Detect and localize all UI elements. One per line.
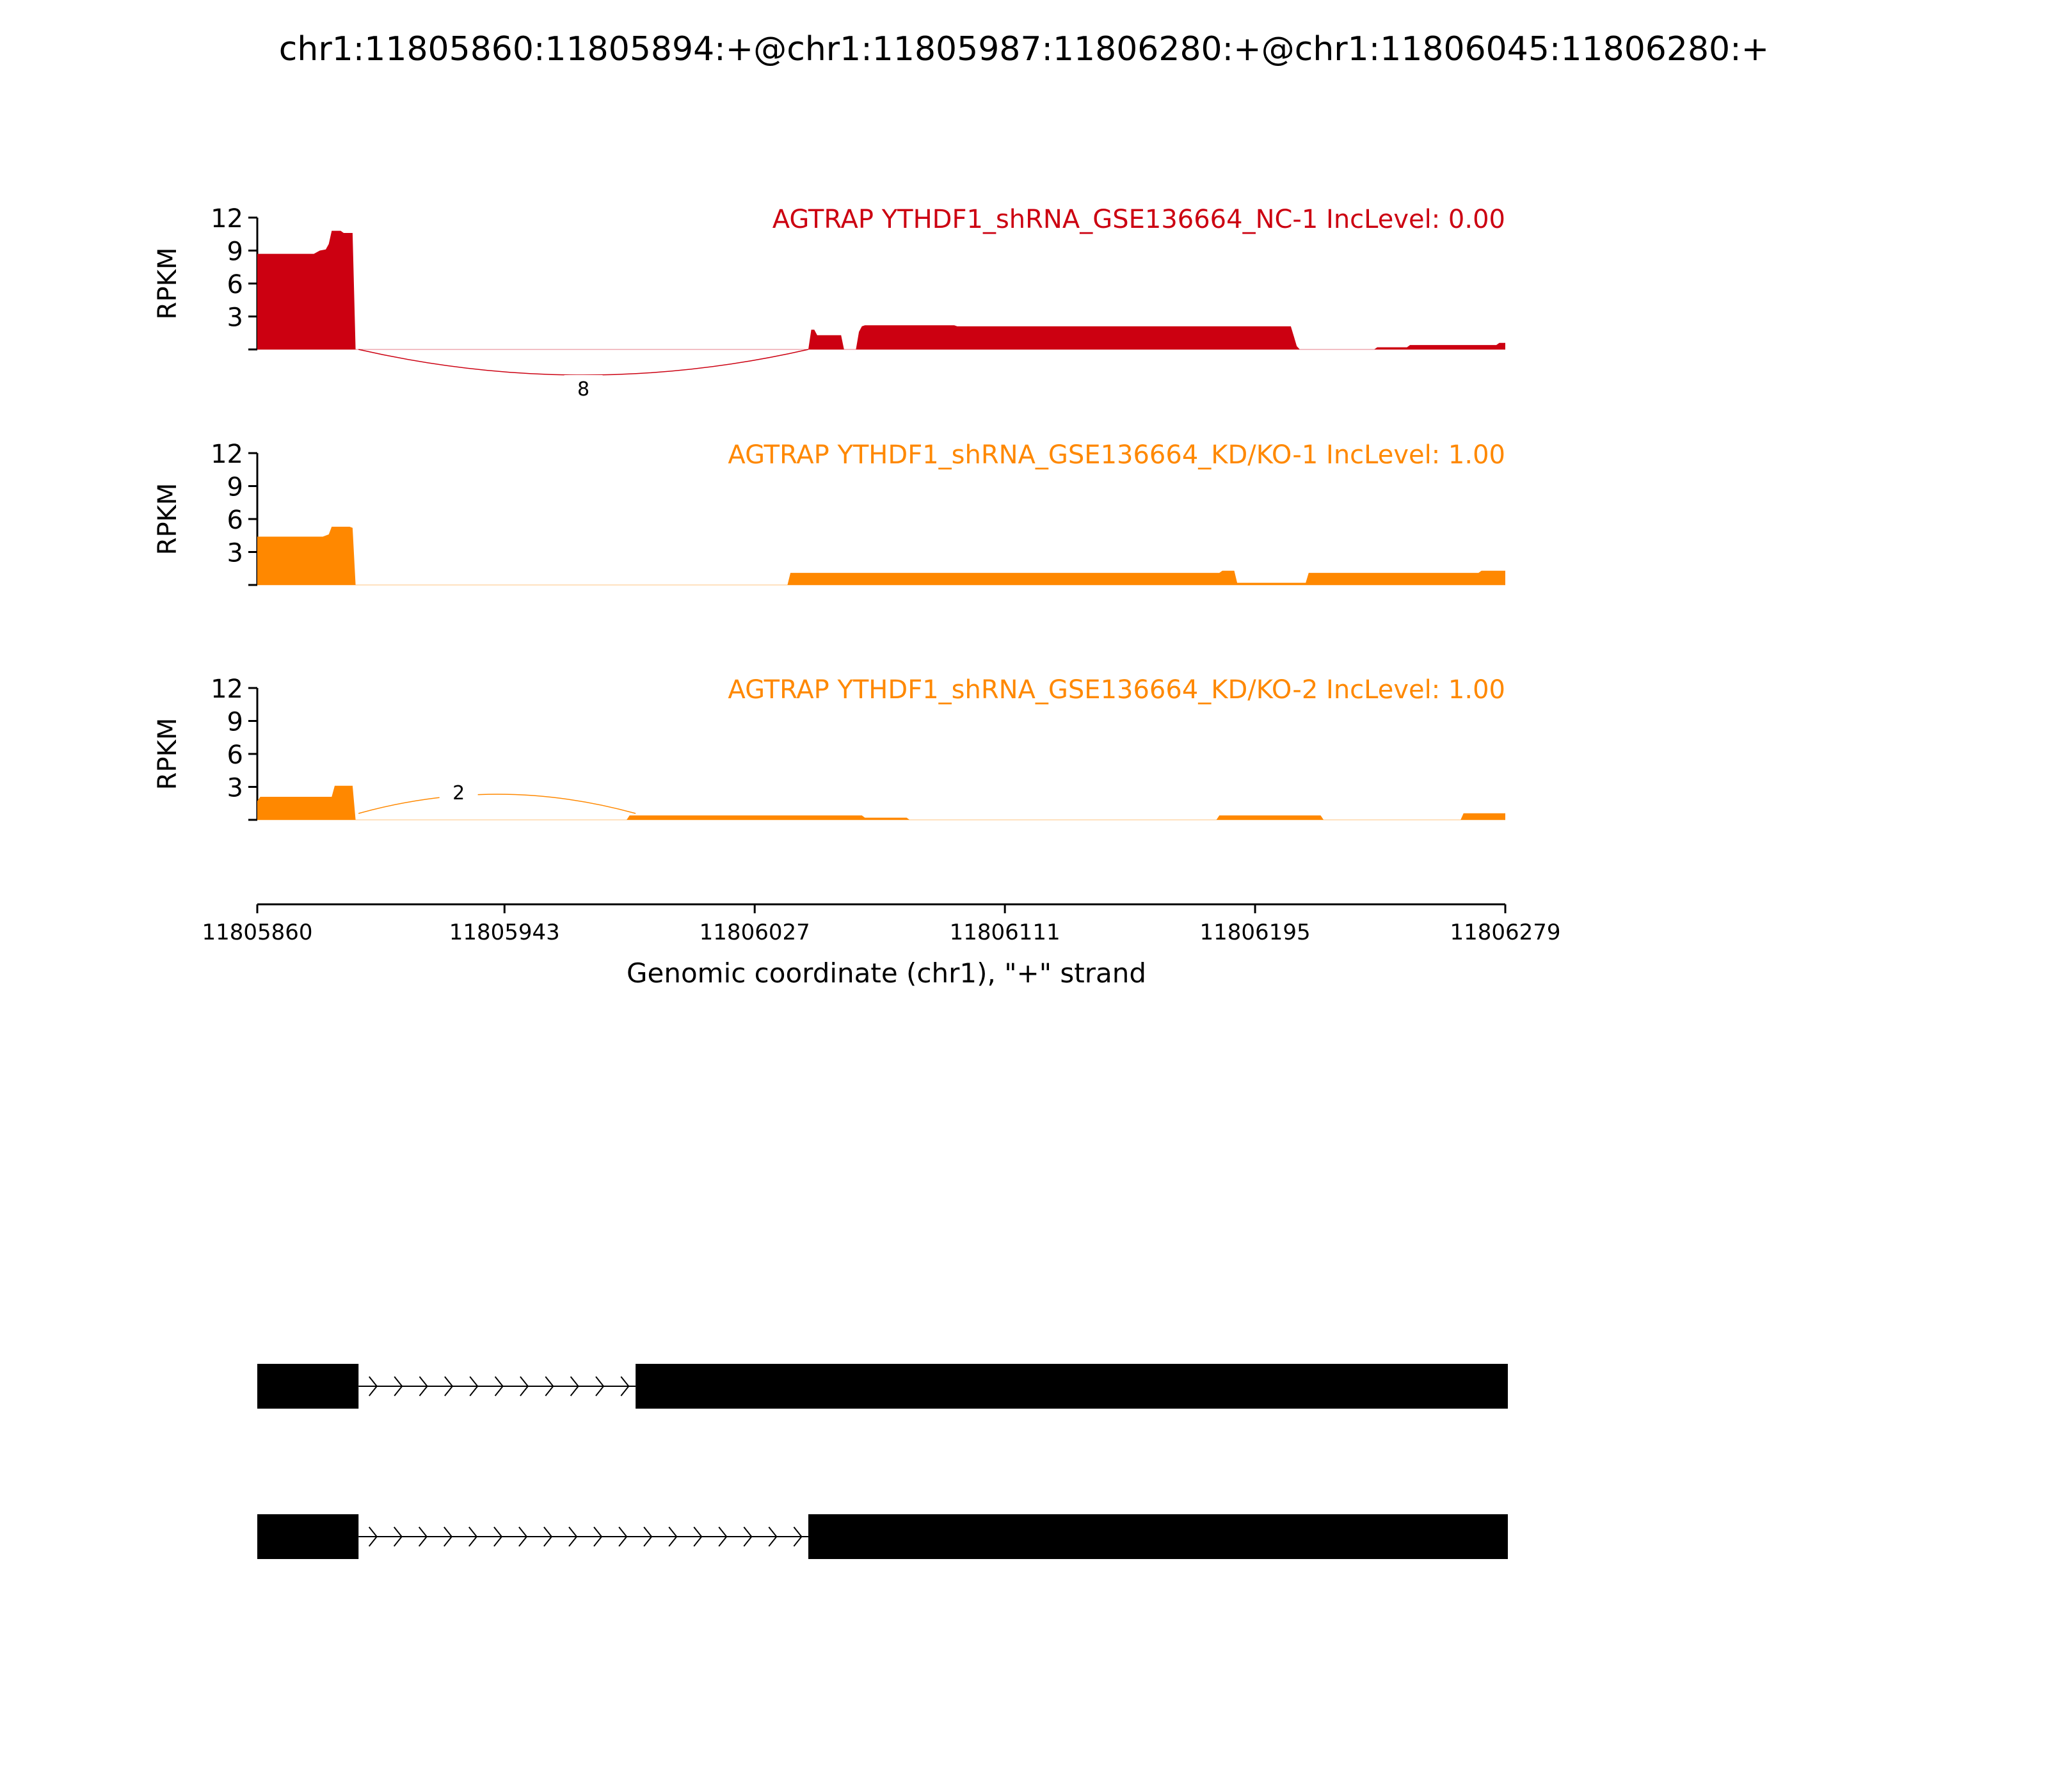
strand-arrow [419,1376,428,1396]
isoform-structures [257,1364,1508,1559]
coverage-panel: 12 9 6 3 RPKM AGTRAP YTHDF1_shRNA_GSE136664_K… [153,675,1505,821]
coverage-area [257,527,1505,585]
y-tick-label: 6 [227,270,243,300]
strand-arrow [743,1526,753,1547]
y-tick-label: 12 [211,204,243,234]
strand-arrow [570,1376,579,1396]
x-tick-label: 11806195 [1200,920,1311,945]
x-tick-label: 11805943 [449,920,560,945]
strand-arrow [444,1526,453,1547]
x-axis: 11805860 11805943 11806027 11806111 11806195… [202,903,1561,945]
junction-arc [358,794,636,814]
strand-arrow [518,1526,528,1547]
isoform-track [257,1364,1508,1409]
strand-arrow [494,1376,504,1396]
strand-arrow [618,1526,628,1547]
x-tick-label: 11805860 [202,920,312,945]
y-axis-label: RPKM [153,483,182,556]
strand-arrow [668,1526,678,1547]
strand-arrow [593,1526,603,1547]
strand-arrow [718,1526,728,1547]
y-tick-label: 6 [227,506,243,535]
strand-arrow [418,1526,428,1547]
y-tick-label: 9 [227,473,243,502]
strand-arrow [693,1526,703,1547]
junction-arc [358,349,809,376]
strand-arrow [543,1526,553,1547]
y-tick-label: 9 [227,708,243,737]
exon-block [257,1514,359,1559]
junction-label-bg [439,779,478,804]
exon-block [808,1514,1508,1559]
strand-arrow [468,1526,478,1547]
x-tick-label: 11806279 [1450,920,1560,945]
y-tick-label: 3 [227,539,243,568]
y-axis-label: RPKM [153,248,182,320]
strand-arrow [394,1376,403,1396]
strand-arrow [595,1376,605,1396]
coverage-panel: 12 9 6 3 RPKM AGTRAP YTHDF1_shRNA_GSE136664_K… [153,440,1505,586]
strand-arrow [444,1376,454,1396]
strand-arrow [793,1526,803,1547]
strand-arrow [520,1376,529,1396]
x-tick-label: 11806111 [950,920,1060,945]
chart-title: chr1:11805860:11805894:+@chr1:11805987:1… [279,30,1769,68]
strand-arrow [768,1526,778,1547]
strand-arrow [493,1526,503,1547]
y-tick-label: 12 [211,440,243,469]
y-tick-label: 3 [227,774,243,803]
exon-block [636,1364,1508,1409]
series-label: AGTRAP YTHDF1_shRNA_GSE136664_KD/KO-2 In… [728,675,1505,705]
y-axis-label: RPKM [153,718,182,790]
junction-count-label: 8 [577,378,589,401]
isoform-track [257,1514,1508,1559]
strand-arrow [393,1526,403,1547]
strand-arrow [620,1376,630,1396]
strand-arrow [643,1526,653,1547]
x-axis-label: Genomic coordinate (chr1), "+" strand [627,957,1146,989]
y-tick-label: 6 [227,740,243,770]
series-label: AGTRAP YTHDF1_shRNA_GSE136664_KD/KO-1 In… [728,440,1505,470]
strand-arrow [545,1376,554,1396]
strand-arrow [469,1376,479,1396]
strand-arrow [368,1526,378,1547]
coverage-area [257,230,1505,349]
y-tick-label: 3 [227,303,243,333]
y-tick-label: 12 [211,675,243,704]
strand-arrow [369,1376,378,1396]
strand-arrow [568,1526,578,1547]
junction-label-bg [564,375,603,401]
junction-count-label: 2 [452,782,465,804]
x-tick-label: 11806027 [700,920,810,945]
series-label: AGTRAP YTHDF1_shRNA_GSE136664_NC-1 IncLe… [772,205,1505,234]
y-tick-label: 9 [227,237,243,267]
exon-block [257,1364,359,1409]
